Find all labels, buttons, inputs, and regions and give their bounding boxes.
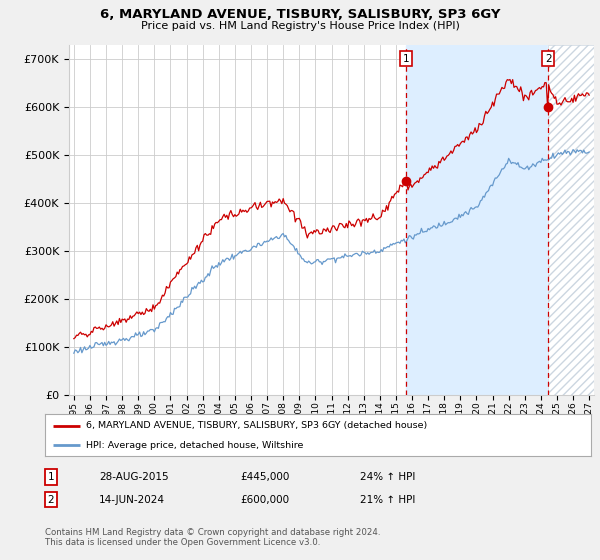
Text: 1: 1: [47, 472, 55, 482]
Text: £445,000: £445,000: [240, 472, 289, 482]
Bar: [548, 45, 597, 395]
Text: HPI: Average price, detached house, Wiltshire: HPI: Average price, detached house, Wilt…: [86, 441, 304, 450]
Text: Contains HM Land Registry data © Crown copyright and database right 2024.
This d: Contains HM Land Registry data © Crown c…: [45, 528, 380, 547]
Text: Price paid vs. HM Land Registry's House Price Index (HPI): Price paid vs. HM Land Registry's House …: [140, 21, 460, 31]
Text: 28-AUG-2015: 28-AUG-2015: [99, 472, 169, 482]
Text: 14-JUN-2024: 14-JUN-2024: [99, 494, 165, 505]
Text: 6, MARYLAND AVENUE, TISBURY, SALISBURY, SP3 6GY (detached house): 6, MARYLAND AVENUE, TISBURY, SALISBURY, …: [86, 421, 427, 430]
Bar: [406, 45, 548, 395]
Bar: [548, 45, 597, 395]
Text: 2: 2: [47, 494, 55, 505]
Text: £600,000: £600,000: [240, 494, 289, 505]
Text: 1: 1: [403, 54, 410, 63]
Text: 6, MARYLAND AVENUE, TISBURY, SALISBURY, SP3 6GY: 6, MARYLAND AVENUE, TISBURY, SALISBURY, …: [100, 8, 500, 21]
Text: 21% ↑ HPI: 21% ↑ HPI: [360, 494, 415, 505]
Text: 2: 2: [545, 54, 551, 63]
Text: 24% ↑ HPI: 24% ↑ HPI: [360, 472, 415, 482]
